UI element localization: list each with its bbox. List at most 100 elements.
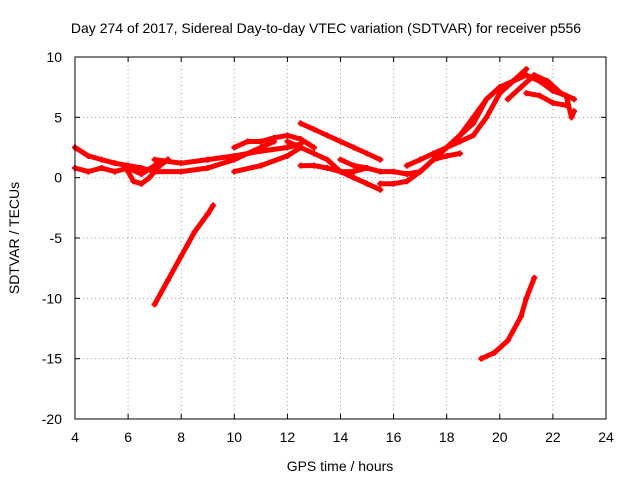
data-point xyxy=(111,160,118,167)
data-point xyxy=(337,138,344,145)
x-tick-label: 4 xyxy=(71,429,79,445)
data-point xyxy=(496,84,503,91)
data-point xyxy=(191,228,198,235)
data-point xyxy=(549,87,556,94)
data-point xyxy=(271,134,278,141)
y-tick-label: -15 xyxy=(42,351,62,367)
data-point xyxy=(571,108,578,115)
y-tick-label: -5 xyxy=(50,230,63,246)
y-tick-label: 0 xyxy=(54,170,62,186)
data-point xyxy=(164,277,171,284)
series-layer xyxy=(72,66,578,362)
data-point xyxy=(210,202,217,209)
data-point xyxy=(310,144,317,151)
x-tick-label: 18 xyxy=(439,429,455,445)
data-point xyxy=(377,168,384,175)
data-point xyxy=(456,150,463,157)
data-point xyxy=(518,313,525,320)
series-track-18 xyxy=(523,90,570,109)
data-point xyxy=(231,144,238,151)
x-tick-label: 8 xyxy=(177,429,185,445)
data-point xyxy=(544,78,551,85)
data-point xyxy=(284,132,291,139)
data-point xyxy=(125,168,132,175)
x-tick-label: 20 xyxy=(492,429,508,445)
y-tick-label: 5 xyxy=(54,109,62,125)
series-track-19 xyxy=(151,202,217,308)
data-point xyxy=(146,174,153,181)
data-point xyxy=(98,165,105,172)
series-line xyxy=(478,275,537,362)
x-tick-label: 24 xyxy=(598,429,614,445)
series-line xyxy=(404,66,529,169)
data-point xyxy=(85,168,92,175)
data-point xyxy=(456,132,463,139)
data-point xyxy=(390,168,397,175)
series-track-10 xyxy=(297,162,371,175)
data-point xyxy=(350,174,357,181)
data-point xyxy=(377,180,384,187)
x-tick-label: 22 xyxy=(545,429,561,445)
data-point xyxy=(204,165,211,172)
data-point xyxy=(324,165,331,172)
series-track-20 xyxy=(478,274,538,362)
x-tick-label: 10 xyxy=(227,429,243,445)
data-point xyxy=(523,90,530,97)
data-point xyxy=(297,162,304,169)
data-point xyxy=(178,160,185,167)
data-point xyxy=(85,152,92,159)
data-point xyxy=(244,138,251,145)
data-point xyxy=(443,144,450,151)
data-point xyxy=(178,168,185,175)
data-point xyxy=(470,114,477,121)
data-point xyxy=(563,92,570,99)
series-line xyxy=(231,145,304,175)
series-track-7 xyxy=(231,144,304,175)
data-point xyxy=(324,156,331,163)
data-point xyxy=(496,90,503,97)
data-point xyxy=(310,162,317,169)
data-point xyxy=(310,150,317,157)
series-track-13 xyxy=(403,66,530,169)
data-point xyxy=(297,120,304,127)
series-line xyxy=(523,90,569,108)
data-point xyxy=(403,178,410,185)
x-axis-title: GPS time / hours xyxy=(287,458,394,474)
grid xyxy=(75,57,606,419)
data-point xyxy=(563,102,570,109)
data-point xyxy=(504,96,511,103)
data-point xyxy=(483,114,490,121)
y-tick-label: -20 xyxy=(42,411,62,427)
y-tick-label: 10 xyxy=(46,49,62,65)
y-axis-title: SDTVAR / TECUs xyxy=(6,182,22,294)
data-point xyxy=(231,156,238,163)
data-point xyxy=(204,156,211,163)
data-point xyxy=(297,136,304,143)
data-point xyxy=(151,156,158,163)
series-track-6 xyxy=(231,132,317,151)
data-point xyxy=(491,349,498,356)
x-tick-label: 6 xyxy=(124,429,132,445)
series-track-17 xyxy=(523,72,578,121)
data-point xyxy=(337,168,344,175)
data-point xyxy=(156,162,163,169)
data-point xyxy=(350,144,357,151)
data-point xyxy=(504,337,511,344)
x-tick-label: 12 xyxy=(280,429,296,445)
x-tick-label: 16 xyxy=(386,429,402,445)
data-point xyxy=(417,168,424,175)
data-point xyxy=(571,96,578,103)
data-point xyxy=(324,132,331,139)
data-point xyxy=(531,274,538,281)
data-point xyxy=(456,138,463,145)
data-point xyxy=(337,156,344,163)
data-point xyxy=(364,150,371,157)
series-track-15 xyxy=(430,150,463,163)
data-point xyxy=(111,168,118,175)
data-point xyxy=(417,156,424,163)
data-point xyxy=(350,168,357,175)
data-point xyxy=(549,99,556,106)
ticks: 4 6 8 10 12 14 16 18 20 22 24 10 5 0 -5 -10 -15 -20 xyxy=(42,49,614,445)
x-tick-label: 14 xyxy=(333,429,349,445)
